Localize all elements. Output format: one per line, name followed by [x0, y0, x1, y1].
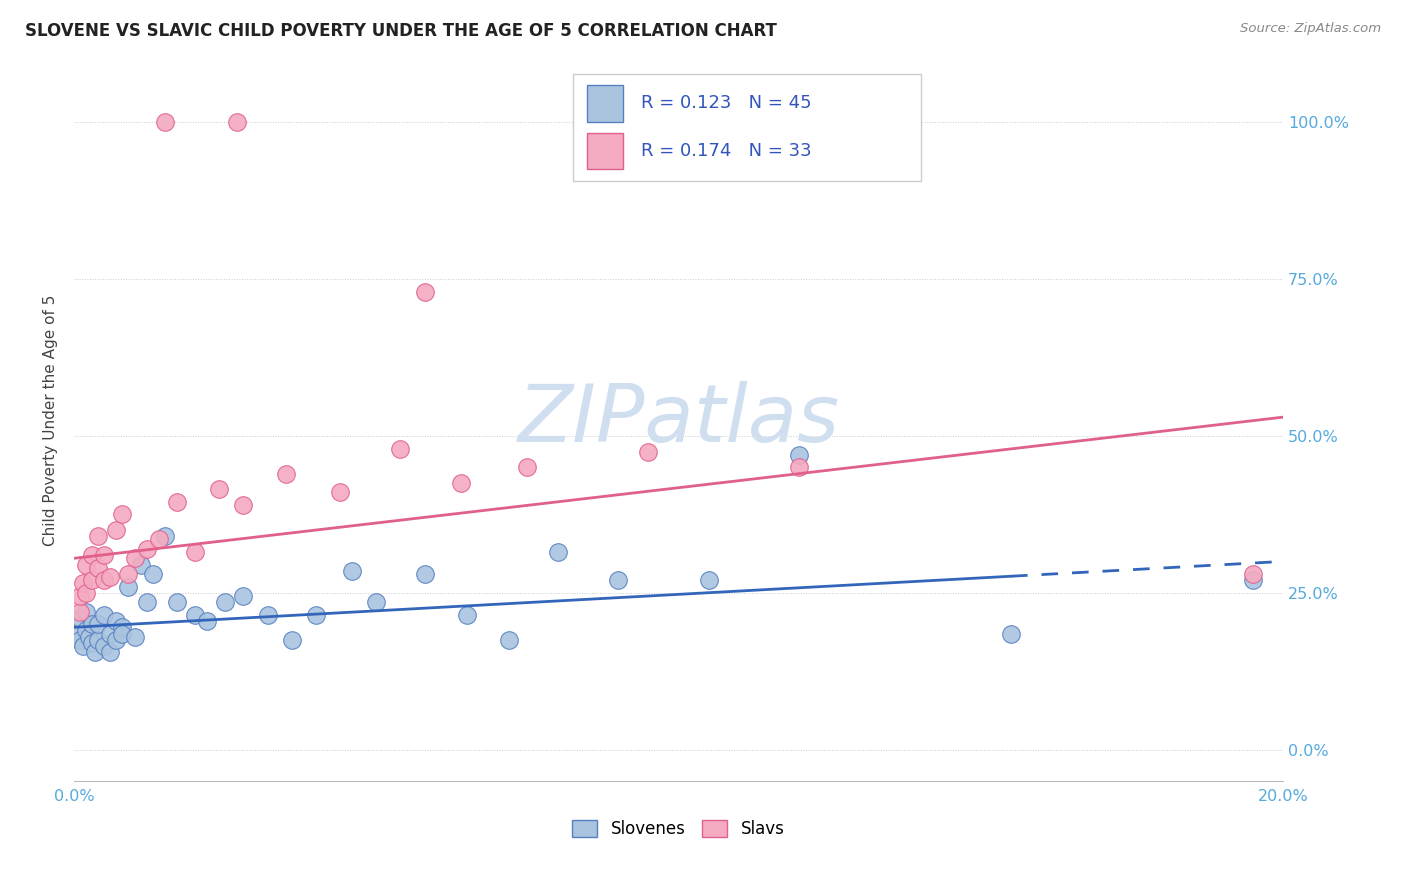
Point — [87, 632, 110, 647]
Point — [389, 442, 412, 456]
Point — [366, 595, 388, 609]
Point — [637, 444, 659, 458]
Point — [82, 548, 104, 562]
Point — [413, 285, 436, 299]
Point — [105, 523, 128, 537]
Point — [305, 607, 328, 622]
Point — [84, 645, 107, 659]
Point — [184, 545, 207, 559]
Point — [208, 483, 231, 497]
Point — [226, 115, 249, 129]
Point — [274, 467, 297, 481]
Point — [124, 630, 146, 644]
Point — [93, 607, 115, 622]
Bar — [588, 85, 623, 121]
Point — [789, 448, 811, 462]
Point — [1241, 573, 1264, 587]
Point — [789, 460, 811, 475]
Point — [124, 551, 146, 566]
Point — [413, 566, 436, 581]
Point — [66, 626, 89, 640]
Point — [340, 564, 363, 578]
Point — [129, 558, 152, 572]
Text: Source: ZipAtlas.com: Source: ZipAtlas.com — [1240, 22, 1381, 36]
Text: ZIPatlas: ZIPatlas — [517, 381, 839, 459]
Point — [69, 611, 91, 625]
Point — [232, 589, 254, 603]
Point — [117, 580, 139, 594]
Point — [87, 529, 110, 543]
Point — [547, 545, 569, 559]
Bar — [588, 133, 623, 169]
Point — [69, 605, 91, 619]
Point — [135, 541, 157, 556]
Point — [87, 560, 110, 574]
Point — [256, 607, 278, 622]
Point — [450, 475, 472, 490]
Point — [1241, 566, 1264, 581]
Point — [69, 632, 91, 647]
Point — [516, 460, 538, 475]
Point — [93, 573, 115, 587]
Text: R = 0.123   N = 45: R = 0.123 N = 45 — [641, 95, 811, 112]
Point — [111, 508, 134, 522]
Point — [82, 617, 104, 632]
Point — [329, 485, 352, 500]
Point — [498, 632, 520, 647]
Point — [69, 589, 91, 603]
Point — [93, 548, 115, 562]
Point — [105, 632, 128, 647]
Point — [93, 639, 115, 653]
Point — [75, 558, 97, 572]
Point — [153, 529, 176, 543]
Point — [75, 586, 97, 600]
Point — [77, 630, 100, 644]
Point — [232, 498, 254, 512]
Point — [166, 595, 188, 609]
Y-axis label: Child Poverty Under the Age of 5: Child Poverty Under the Age of 5 — [44, 294, 58, 546]
Point — [697, 573, 720, 587]
Point — [142, 566, 165, 581]
Point — [135, 595, 157, 609]
Point — [184, 607, 207, 622]
Point — [105, 614, 128, 628]
Point — [111, 626, 134, 640]
Point — [1000, 626, 1022, 640]
Point — [117, 566, 139, 581]
Point — [214, 595, 236, 609]
Point — [280, 632, 302, 647]
Point — [98, 626, 121, 640]
Point — [607, 573, 630, 587]
Text: R = 0.174   N = 33: R = 0.174 N = 33 — [641, 142, 811, 160]
Point — [87, 617, 110, 632]
FancyBboxPatch shape — [574, 74, 921, 180]
Point — [82, 573, 104, 587]
Point — [75, 605, 97, 619]
Point — [153, 115, 176, 129]
Point — [148, 533, 170, 547]
Point — [72, 639, 94, 653]
Point — [98, 645, 121, 659]
Point — [111, 620, 134, 634]
Point — [98, 570, 121, 584]
Point — [456, 607, 478, 622]
Point — [72, 576, 94, 591]
Point — [75, 624, 97, 638]
Point — [82, 636, 104, 650]
Point — [166, 495, 188, 509]
Legend: Slovenes, Slavs: Slovenes, Slavs — [565, 814, 792, 845]
Text: SLOVENE VS SLAVIC CHILD POVERTY UNDER THE AGE OF 5 CORRELATION CHART: SLOVENE VS SLAVIC CHILD POVERTY UNDER TH… — [25, 22, 778, 40]
Point — [195, 614, 218, 628]
